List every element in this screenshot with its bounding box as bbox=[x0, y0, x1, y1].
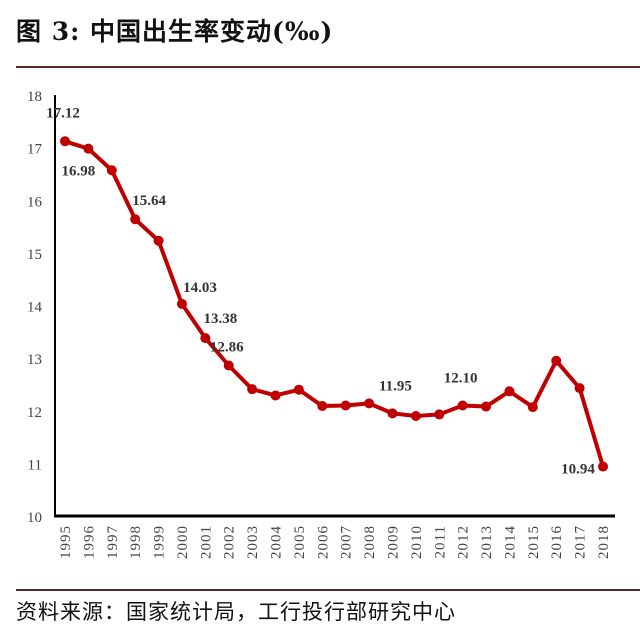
data-point bbox=[153, 235, 164, 246]
data-point bbox=[60, 136, 70, 147]
data-label: 15.64 bbox=[132, 193, 166, 209]
x-tick-label: 1996 bbox=[81, 525, 97, 559]
y-tick-label: 10 bbox=[27, 510, 42, 526]
data-point bbox=[387, 408, 398, 419]
x-tick-label: 1998 bbox=[128, 525, 144, 559]
x-tick-label: 2007 bbox=[339, 525, 355, 559]
source-note: 资料来源：国家统计局，工行投行部研究中心 bbox=[16, 600, 456, 624]
data-point bbox=[551, 355, 562, 366]
y-tick-label: 14 bbox=[27, 300, 43, 316]
data-point bbox=[270, 390, 281, 401]
data-point bbox=[574, 383, 585, 394]
y-tick-label: 12 bbox=[27, 405, 42, 421]
x-tick-label: 2005 bbox=[292, 525, 308, 559]
x-tick-label: 2018 bbox=[596, 525, 612, 559]
x-tick-label: 2016 bbox=[549, 525, 565, 559]
x-tick-label: 2014 bbox=[502, 525, 518, 559]
x-tick-label: 2001 bbox=[198, 525, 214, 559]
data-point bbox=[106, 165, 117, 176]
y-tick-label: 11 bbox=[28, 457, 42, 473]
data-point bbox=[130, 214, 141, 225]
y-tick-label: 13 bbox=[27, 352, 42, 368]
data-point bbox=[457, 400, 468, 411]
bottom-divider bbox=[16, 589, 640, 591]
x-tick-label: 1995 bbox=[58, 525, 74, 559]
data-label: 12.10 bbox=[444, 370, 478, 386]
line-chart: 10 11 12 13 14 15 16 17 18 1995 1996 1997 1998 1999 20… bbox=[27, 89, 615, 559]
data-point bbox=[598, 461, 608, 472]
x-tick-label: 2012 bbox=[456, 525, 472, 559]
data-label: 17.12 bbox=[46, 105, 80, 121]
y-tick-label: 17 bbox=[27, 142, 43, 158]
x-tick-label: 2000 bbox=[175, 525, 191, 559]
data-point bbox=[223, 360, 234, 371]
x-tick-label: 2009 bbox=[385, 525, 401, 559]
x-tick-label: 2015 bbox=[526, 525, 542, 559]
top-divider bbox=[16, 66, 640, 68]
series-line bbox=[64, 139, 605, 468]
data-point bbox=[481, 401, 492, 412]
data-point bbox=[340, 400, 351, 411]
x-tick-label: 2002 bbox=[222, 525, 238, 559]
data-label: 13.38 bbox=[203, 311, 237, 327]
data-label: 16.98 bbox=[62, 164, 96, 180]
x-tick-label: 2017 bbox=[573, 525, 589, 559]
x-tick-label: 2004 bbox=[269, 525, 285, 559]
data-point bbox=[434, 409, 445, 420]
data-point bbox=[247, 384, 258, 395]
data-label: 12.86 bbox=[210, 339, 244, 355]
x-tick-label: 2006 bbox=[315, 525, 331, 559]
x-tick-label: 1997 bbox=[105, 525, 121, 559]
data-point bbox=[293, 384, 304, 395]
x-tick-label: 2008 bbox=[362, 525, 378, 559]
data-label: 14.03 bbox=[183, 280, 217, 296]
data-label: 11.95 bbox=[379, 378, 412, 394]
x-tick-label: 2013 bbox=[479, 525, 495, 559]
x-tick-label: 2010 bbox=[409, 525, 425, 559]
x-tick-label: 2011 bbox=[432, 525, 448, 558]
y-tick-label: 16 bbox=[27, 194, 43, 210]
data-point bbox=[317, 401, 328, 412]
data-point bbox=[410, 411, 421, 422]
data-label: 10.94 bbox=[561, 462, 595, 478]
y-tick-label: 18 bbox=[27, 89, 42, 105]
x-tick-label: 2003 bbox=[245, 525, 261, 559]
data-point bbox=[176, 298, 187, 309]
x-tick-label: 1999 bbox=[152, 525, 168, 559]
figure-title: 图 3: 中国出生率变动(‰) bbox=[16, 17, 334, 46]
data-point bbox=[504, 386, 515, 397]
data-point bbox=[83, 143, 94, 154]
data-point bbox=[527, 402, 538, 413]
data-point bbox=[364, 398, 375, 409]
data-point bbox=[200, 333, 211, 344]
y-tick-label: 15 bbox=[27, 247, 42, 263]
